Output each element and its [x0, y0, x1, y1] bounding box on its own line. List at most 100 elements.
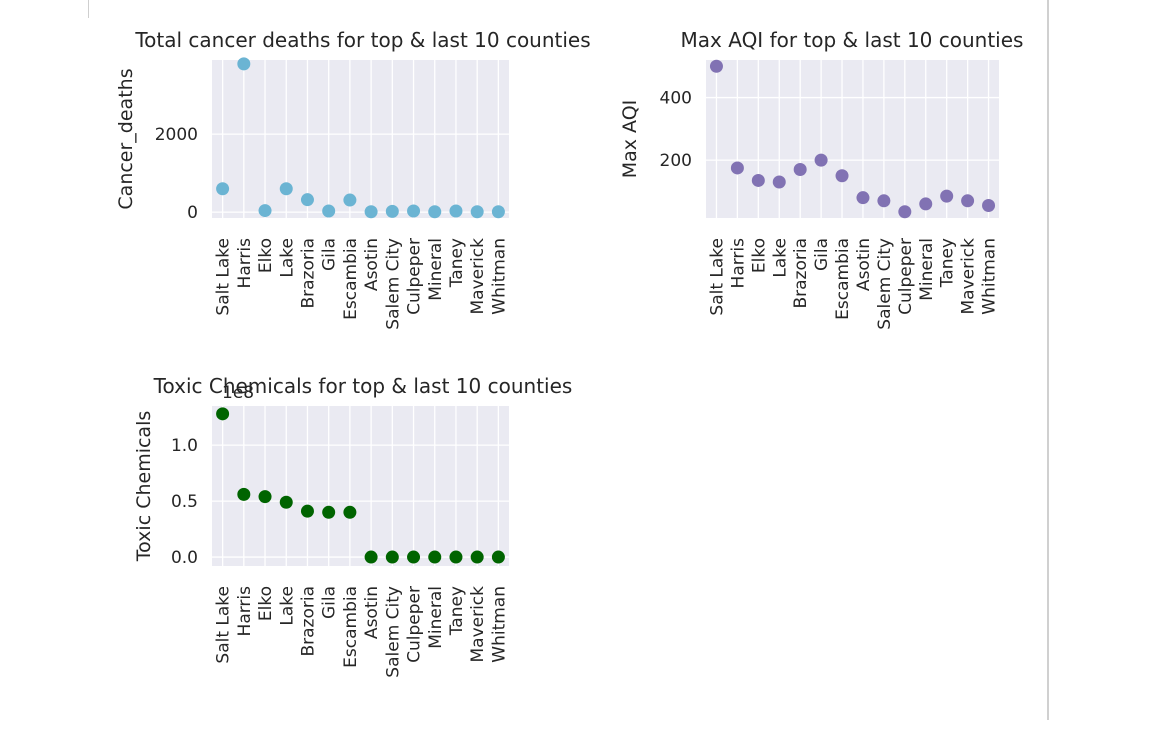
- data-point: [491, 550, 505, 564]
- y-axis-label: Max AQI: [619, 100, 641, 179]
- x-tick-label: Escambia: [341, 238, 361, 320]
- x-tick-label: Gila: [320, 238, 340, 271]
- x-tick-label: Culpeper: [896, 238, 916, 315]
- plot-area: [212, 60, 509, 218]
- plot-area: [212, 406, 509, 566]
- x-tick-label: Lake: [770, 238, 790, 278]
- data-point: [322, 204, 336, 218]
- x-tick-label: Mineral: [426, 586, 446, 649]
- data-point: [300, 193, 314, 207]
- y-tick-label: 200: [660, 151, 692, 171]
- data-point: [343, 505, 357, 519]
- y-axis-label: Cancer_deaths: [115, 68, 137, 209]
- data-point: [407, 204, 421, 218]
- x-tick-label: Harris: [235, 238, 255, 289]
- data-point: [385, 204, 399, 218]
- chart-title: Total cancer deaths for top & last 10 co…: [134, 28, 590, 52]
- x-tick-label: Salt Lake: [214, 238, 234, 316]
- data-point: [982, 198, 996, 212]
- data-point: [751, 173, 765, 187]
- x-tick-label: Salt Lake: [707, 238, 727, 316]
- data-point: [322, 505, 336, 519]
- chart-title: Toxic Chemicals for top & last 10 counti…: [153, 374, 573, 398]
- x-tick-label: Maverick: [468, 238, 488, 315]
- x-tick-label: Brazoria: [298, 238, 318, 309]
- y-tick-label: 1.0: [171, 436, 198, 456]
- x-tick-label: Brazoria: [791, 238, 811, 309]
- axis-offset-label: 1e8: [222, 383, 254, 403]
- data-point: [470, 550, 484, 564]
- data-point: [428, 205, 442, 219]
- data-point: [772, 175, 786, 189]
- data-point: [216, 407, 230, 421]
- x-tick-label: Mineral: [917, 238, 937, 301]
- data-point: [279, 495, 293, 509]
- chart-title: Max AQI for top & last 10 counties: [681, 28, 1024, 52]
- x-tick-label: Gila: [812, 238, 832, 271]
- x-tick-label: Asotin: [362, 238, 382, 291]
- chart-1: 0 2000 Salt Lake Harris Elko Lake Brazoria Gila…: [115, 28, 591, 330]
- data-point: [940, 189, 954, 203]
- data-point: [343, 193, 357, 207]
- y-tick-label: 0.5: [171, 492, 198, 512]
- x-tick-label: Taney: [447, 238, 467, 288]
- x-tick-label: Salem City: [383, 238, 403, 330]
- data-point: [491, 205, 505, 219]
- data-point: [300, 504, 314, 518]
- data-point: [385, 550, 399, 564]
- x-tick-label: Culpeper: [405, 238, 425, 315]
- data-point: [898, 205, 912, 219]
- x-tick-label: Brazoria: [298, 586, 318, 657]
- chart-3: 0.0 0.5 1.0 Salt Lake Harris Elko Lake Brazoria…: [133, 374, 572, 678]
- x-tick-label: Whitman: [489, 238, 509, 315]
- data-point: [961, 194, 975, 208]
- x-tick-label: Escambia: [341, 586, 361, 668]
- y-axis-label: Toxic Chemicals: [133, 411, 155, 562]
- x-tick-label: Asotin: [362, 586, 382, 639]
- data-point: [428, 550, 442, 564]
- x-tick-label: Salt Lake: [214, 586, 234, 664]
- x-tick-label: Elko: [256, 238, 276, 273]
- data-point: [407, 550, 421, 564]
- figure-border-right: [1047, 0, 1049, 720]
- data-point: [258, 490, 272, 504]
- x-tick-label: Culpeper: [405, 586, 425, 663]
- plot-area: [706, 60, 999, 218]
- y-tick-label: 400: [660, 89, 692, 109]
- x-tick-label: Gila: [320, 586, 340, 619]
- x-tick-label: Lake: [277, 238, 297, 278]
- data-point: [856, 191, 870, 205]
- x-tick-label: Elko: [256, 586, 276, 621]
- y-tick-label: 0: [187, 203, 198, 223]
- x-tick-label: Mineral: [426, 238, 446, 301]
- x-tick-label: Taney: [447, 586, 467, 636]
- data-point: [364, 205, 378, 219]
- y-tick-label: 2000: [155, 125, 198, 145]
- x-tick-label: Taney: [938, 238, 958, 288]
- x-tick-label: Whitman: [489, 586, 509, 663]
- data-point: [793, 163, 807, 177]
- data-point: [237, 57, 251, 71]
- y-tick-label: 0.0: [171, 548, 198, 568]
- x-tick-label: Maverick: [468, 586, 488, 663]
- data-point: [919, 197, 933, 211]
- x-tick-label: Elko: [749, 238, 769, 273]
- data-point: [877, 194, 891, 208]
- data-point: [364, 550, 378, 564]
- x-tick-label: Salem City: [875, 238, 895, 330]
- data-point: [279, 182, 293, 196]
- data-point: [470, 205, 484, 219]
- x-tick-label: Escambia: [833, 238, 853, 320]
- x-tick-label: Salem City: [383, 586, 403, 678]
- data-point: [814, 153, 828, 167]
- x-tick-label: Whitman: [980, 238, 1000, 315]
- x-tick-label: Lake: [277, 586, 297, 626]
- x-tick-label: Harris: [728, 238, 748, 289]
- chart-2: 200 400 Salt Lake Harris Elko Lake Brazoria Gil…: [619, 28, 1023, 330]
- data-point: [709, 59, 723, 73]
- x-tick-label: Harris: [235, 586, 255, 637]
- x-tick-label: Maverick: [959, 238, 979, 315]
- figure-border-left: [88, 0, 89, 18]
- data-point: [237, 487, 251, 501]
